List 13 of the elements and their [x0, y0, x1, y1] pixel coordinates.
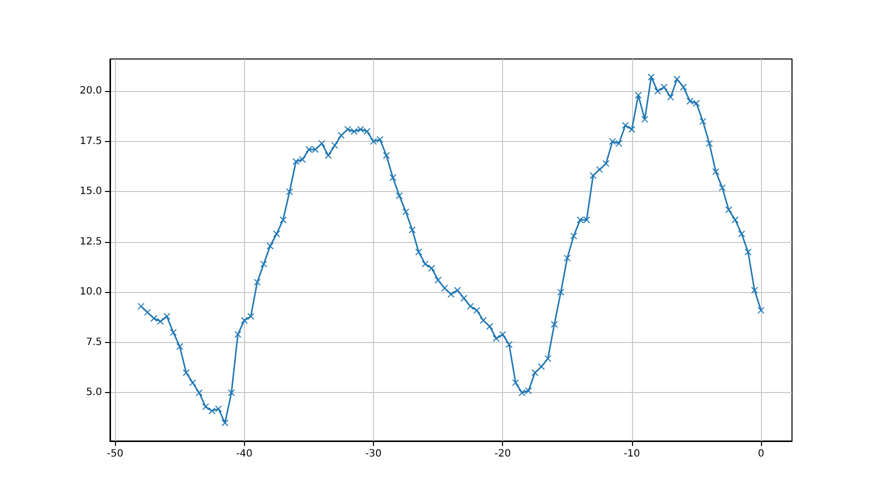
x-tick-label: -30: [365, 448, 382, 460]
x-tick-label: -50: [106, 448, 124, 460]
x-tick-label: -20: [494, 448, 511, 460]
x-tick-label: -40: [236, 448, 253, 460]
y-tick-label: 10.0: [80, 286, 102, 298]
y-tick-label: 17.5: [80, 136, 102, 147]
y-tick-label: 20.0: [80, 86, 102, 97]
y-tick-label: 5.0: [86, 387, 102, 398]
x-tick-label: -10: [624, 448, 640, 460]
y-tick-label: 15.0: [80, 186, 102, 198]
y-tick-label: 7.5: [86, 336, 102, 348]
y-tick-label: 12.5: [80, 236, 102, 248]
x-tick-label: 0: [758, 448, 764, 460]
